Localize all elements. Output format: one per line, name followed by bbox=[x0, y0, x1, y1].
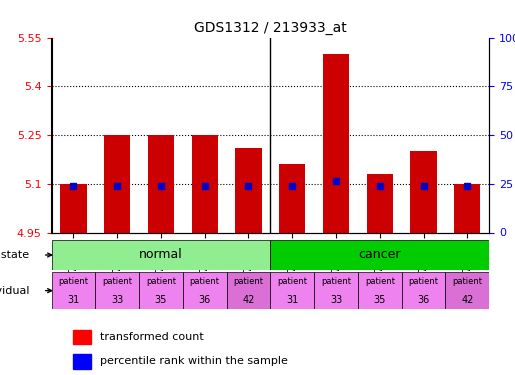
FancyBboxPatch shape bbox=[270, 272, 314, 309]
FancyBboxPatch shape bbox=[402, 272, 445, 309]
Text: 33: 33 bbox=[330, 295, 342, 305]
FancyBboxPatch shape bbox=[314, 272, 358, 309]
Text: transformed count: transformed count bbox=[100, 332, 203, 342]
Text: 31: 31 bbox=[67, 295, 79, 305]
Text: patient: patient bbox=[321, 277, 351, 286]
FancyBboxPatch shape bbox=[52, 240, 270, 270]
Text: patient: patient bbox=[146, 277, 176, 286]
Text: normal: normal bbox=[139, 249, 183, 261]
Bar bbox=[73, 354, 91, 369]
FancyBboxPatch shape bbox=[227, 272, 270, 309]
FancyBboxPatch shape bbox=[445, 272, 489, 309]
FancyBboxPatch shape bbox=[95, 272, 139, 309]
Text: patient: patient bbox=[408, 277, 439, 286]
FancyBboxPatch shape bbox=[139, 272, 183, 309]
Bar bbox=[410, 151, 437, 232]
Bar bbox=[148, 135, 174, 232]
FancyBboxPatch shape bbox=[270, 240, 489, 270]
FancyBboxPatch shape bbox=[183, 272, 227, 309]
Text: 42: 42 bbox=[242, 295, 255, 305]
Bar bbox=[279, 164, 305, 232]
Bar bbox=[235, 148, 262, 232]
Title: GDS1312 / 213933_at: GDS1312 / 213933_at bbox=[194, 21, 347, 35]
Bar bbox=[323, 54, 349, 232]
Text: patient: patient bbox=[58, 277, 89, 286]
Text: 36: 36 bbox=[418, 295, 430, 305]
FancyBboxPatch shape bbox=[358, 272, 402, 309]
Text: 31: 31 bbox=[286, 295, 298, 305]
Bar bbox=[367, 174, 393, 232]
Bar bbox=[60, 184, 87, 232]
Text: patient: patient bbox=[365, 277, 395, 286]
Text: 35: 35 bbox=[373, 295, 386, 305]
FancyBboxPatch shape bbox=[52, 272, 95, 309]
Bar bbox=[73, 330, 91, 344]
Text: patient: patient bbox=[233, 277, 264, 286]
Bar bbox=[104, 135, 130, 232]
Text: 35: 35 bbox=[154, 295, 167, 305]
Text: 33: 33 bbox=[111, 295, 123, 305]
Text: patient: patient bbox=[277, 277, 307, 286]
Text: disease state: disease state bbox=[0, 250, 29, 260]
Text: individual: individual bbox=[0, 286, 29, 296]
Bar bbox=[192, 135, 218, 232]
Text: percentile rank within the sample: percentile rank within the sample bbox=[100, 357, 287, 366]
Text: 42: 42 bbox=[461, 295, 474, 305]
Text: 36: 36 bbox=[199, 295, 211, 305]
Text: cancer: cancer bbox=[358, 249, 401, 261]
Text: patient: patient bbox=[102, 277, 132, 286]
Text: patient: patient bbox=[452, 277, 483, 286]
Text: patient: patient bbox=[190, 277, 220, 286]
Bar bbox=[454, 184, 480, 232]
